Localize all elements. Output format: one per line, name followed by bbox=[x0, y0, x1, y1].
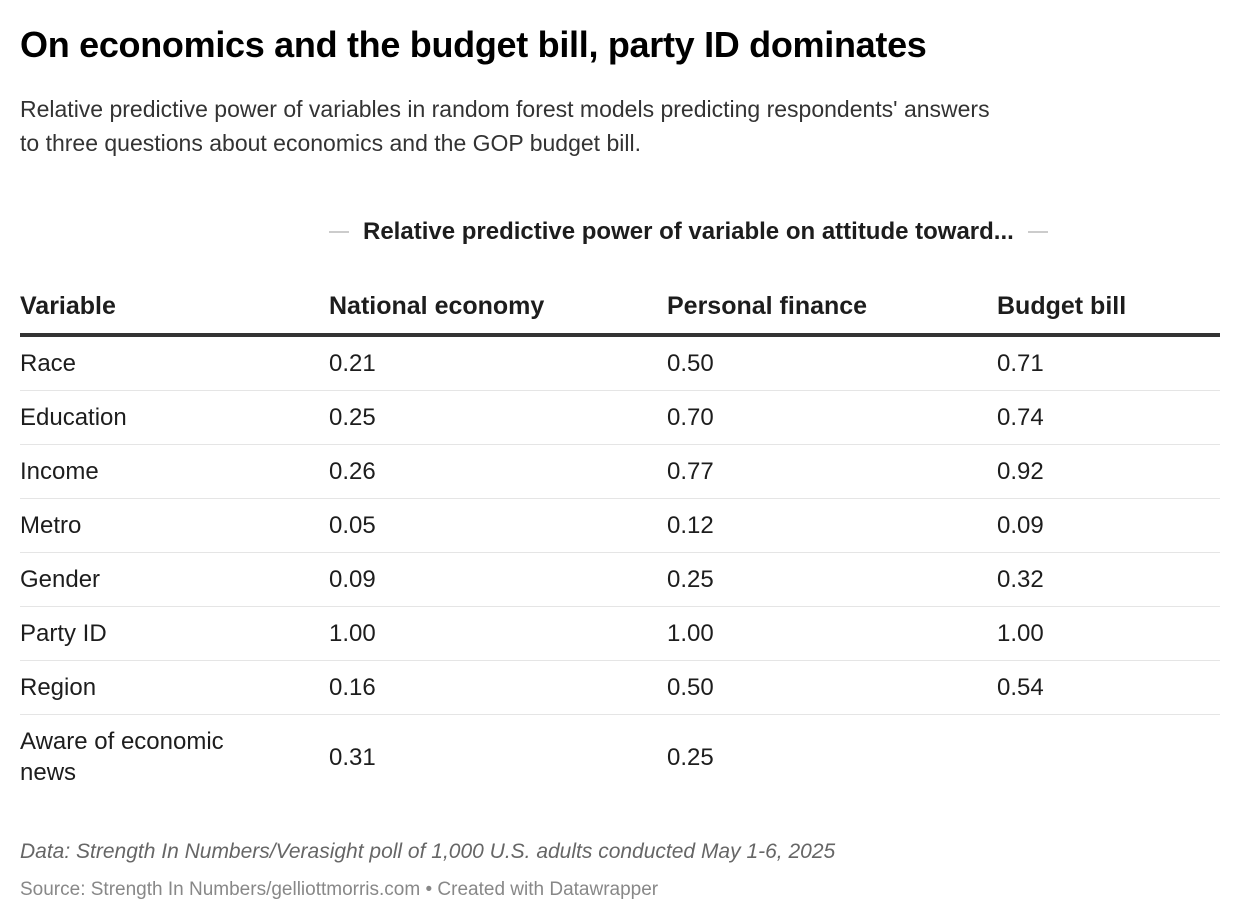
table-row: Party ID 1.00 1.00 1.00 bbox=[20, 607, 1220, 661]
table-row: Aware of economic news 0.31 0.25 bbox=[20, 715, 1220, 799]
column-header-personal-finance[interactable]: Personal finance bbox=[667, 292, 868, 320]
table-cell: 0.70 bbox=[667, 404, 714, 431]
column-header-budget-bill[interactable]: Budget bill bbox=[997, 292, 1127, 320]
table-cell: 0.92 bbox=[997, 458, 1044, 485]
table-row: Metro 0.05 0.12 0.09 bbox=[20, 499, 1220, 553]
table-cell: 0.21 bbox=[329, 350, 376, 377]
row-label: Gender bbox=[20, 566, 101, 593]
table-body: Race 0.21 0.50 0.71 Education 0.25 0.70 0.74 Inc… bbox=[20, 337, 1220, 799]
table-row: Race 0.21 0.50 0.71 bbox=[20, 337, 1220, 391]
subtitle-line: Relative predictive power of variables i… bbox=[20, 96, 990, 122]
table-cell: 0.09 bbox=[329, 566, 376, 593]
table-row: Income 0.26 0.77 0.92 bbox=[20, 445, 1220, 499]
table-cell: 0.25 bbox=[667, 743, 714, 771]
column-header-national-economy[interactable]: National economy bbox=[329, 292, 545, 320]
subtitle-line: to three questions about economics and t… bbox=[20, 130, 641, 156]
table-cell: 0.09 bbox=[997, 512, 1044, 539]
table-cell: 0.16 bbox=[329, 674, 376, 701]
table-cell: 0.25 bbox=[667, 566, 714, 593]
chart-subtitle: Relative predictive power of variables i… bbox=[20, 92, 990, 160]
table-cell: 0.74 bbox=[997, 404, 1044, 431]
table-row: Education 0.25 0.70 0.74 bbox=[20, 391, 1220, 445]
row-label: Region bbox=[20, 674, 97, 701]
row-label: Education bbox=[20, 404, 127, 431]
column-group-label: Relative predictive power of variable on… bbox=[363, 218, 1014, 245]
table-cell: 1.00 bbox=[997, 620, 1044, 647]
table-cell: 0.32 bbox=[997, 566, 1044, 593]
row-label: Party ID bbox=[20, 620, 107, 647]
chart-notes: Data: Strength In Numbers/Verasight poll… bbox=[20, 840, 836, 863]
table-cell: 0.31 bbox=[329, 743, 376, 771]
table-cell: 0.50 bbox=[667, 350, 714, 377]
row-label: Metro bbox=[20, 512, 82, 539]
table-cell: 1.00 bbox=[329, 620, 376, 647]
data-table: Variable National economy Personal finan… bbox=[20, 280, 1220, 799]
row-label: Income bbox=[20, 458, 99, 485]
row-label: Aware of economic news bbox=[20, 728, 224, 786]
column-header-variable[interactable]: Variable bbox=[20, 292, 116, 320]
chart-title: On economics and the budget bill, party … bbox=[20, 24, 927, 65]
table-cell: 0.71 bbox=[997, 350, 1044, 377]
table-row: Region 0.16 0.50 0.54 bbox=[20, 661, 1220, 715]
table-cell: 0.50 bbox=[667, 674, 714, 701]
row-label: Race bbox=[20, 350, 77, 377]
divider bbox=[329, 231, 349, 233]
table-cell: 0.54 bbox=[997, 674, 1044, 701]
table-row: Gender 0.09 0.25 0.32 bbox=[20, 553, 1220, 607]
table-cell: 0.12 bbox=[667, 512, 714, 539]
table-cell: 0.25 bbox=[329, 404, 376, 431]
column-group-header: Relative predictive power of variable on… bbox=[329, 218, 1189, 246]
divider bbox=[1027, 231, 1048, 233]
table-cell: 1.00 bbox=[667, 620, 714, 647]
chart-source: Source: Strength In Numbers/gelliottmorr… bbox=[20, 879, 659, 900]
table-cell: 0.05 bbox=[329, 512, 376, 539]
table-cell: 0.77 bbox=[667, 458, 714, 485]
table-cell: 0.26 bbox=[329, 458, 376, 485]
table-header-row: Variable National economy Personal finan… bbox=[20, 280, 1220, 337]
